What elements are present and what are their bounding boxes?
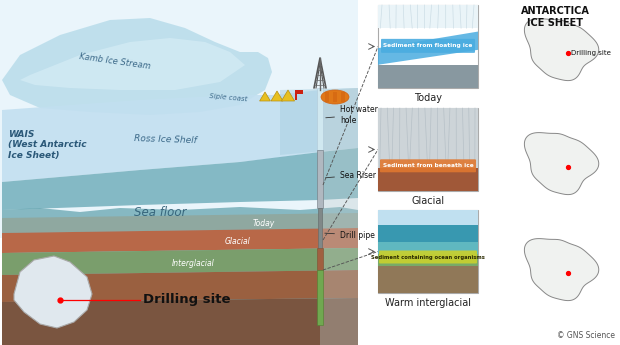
Bar (378, 108, 478, 168)
Text: ANTARCTICA
ICE SHEET: ANTARCTICA ICE SHEET (521, 6, 590, 28)
Polygon shape (2, 148, 358, 210)
Bar (318, 208, 322, 268)
Bar (378, 5, 478, 28)
Polygon shape (320, 88, 358, 345)
Text: Sediment from floating ice: Sediment from floating ice (383, 43, 472, 48)
Bar (378, 210, 478, 225)
Bar (333, 92, 337, 102)
Bar (378, 266, 478, 293)
Bar (378, 254, 478, 266)
Ellipse shape (321, 90, 349, 104)
Bar (378, 210, 478, 293)
Text: Today: Today (253, 219, 275, 228)
Polygon shape (280, 88, 358, 155)
Text: Sea Riser: Sea Riser (326, 170, 376, 179)
Text: Glacial: Glacial (412, 196, 445, 206)
Polygon shape (2, 248, 358, 275)
Polygon shape (2, 298, 358, 345)
Bar (378, 65, 478, 88)
Text: Drilling site: Drilling site (143, 294, 231, 306)
Text: Ross Ice Shelf: Ross Ice Shelf (133, 135, 197, 146)
Polygon shape (525, 132, 599, 195)
Text: Glacial: Glacial (224, 237, 250, 246)
Bar (317, 150, 323, 208)
Text: Kamb Ice Stream: Kamb Ice Stream (79, 52, 151, 71)
Bar (317, 248, 323, 270)
Bar (378, 225, 478, 241)
Text: Warm interglacial: Warm interglacial (385, 298, 471, 308)
Text: Siple coast: Siple coast (209, 93, 247, 103)
Bar (378, 241, 478, 254)
Text: Hot water
hole: Hot water hole (326, 105, 378, 125)
Text: Interglacial: Interglacial (172, 259, 215, 268)
Bar (295, 90, 296, 100)
Bar (341, 92, 345, 102)
Polygon shape (2, 270, 358, 302)
Polygon shape (525, 19, 599, 81)
Bar (296, 90, 303, 93)
Text: WAIS
(West Antarctic
Ice Sheet): WAIS (West Antarctic Ice Sheet) (8, 130, 87, 160)
Polygon shape (271, 91, 283, 101)
Polygon shape (525, 239, 599, 300)
Bar (0, 0, 358, 238)
Bar (317, 270, 323, 325)
Bar (325, 92, 329, 102)
Bar (378, 5, 478, 88)
FancyBboxPatch shape (379, 250, 477, 264)
Bar (317, 88, 323, 150)
Polygon shape (2, 228, 358, 253)
Polygon shape (260, 92, 270, 101)
FancyBboxPatch shape (381, 39, 475, 53)
Bar (378, 168, 478, 191)
Text: Sediment from beneath ice: Sediment from beneath ice (383, 163, 474, 168)
Polygon shape (2, 88, 358, 182)
Polygon shape (2, 213, 358, 233)
Polygon shape (20, 38, 245, 90)
Polygon shape (281, 90, 294, 101)
Text: Today: Today (414, 93, 442, 103)
Text: © GNS Science: © GNS Science (557, 331, 615, 340)
Text: Drilling site: Drilling site (571, 50, 611, 56)
Text: Sea floor: Sea floor (134, 207, 186, 219)
Text: Drill pipe: Drill pipe (325, 230, 375, 239)
Polygon shape (378, 31, 478, 65)
Polygon shape (2, 207, 358, 345)
Polygon shape (2, 18, 272, 115)
FancyBboxPatch shape (380, 159, 476, 172)
Polygon shape (14, 256, 92, 328)
Text: Sediment containing ocean organisms: Sediment containing ocean organisms (371, 255, 485, 259)
Bar (378, 108, 478, 191)
